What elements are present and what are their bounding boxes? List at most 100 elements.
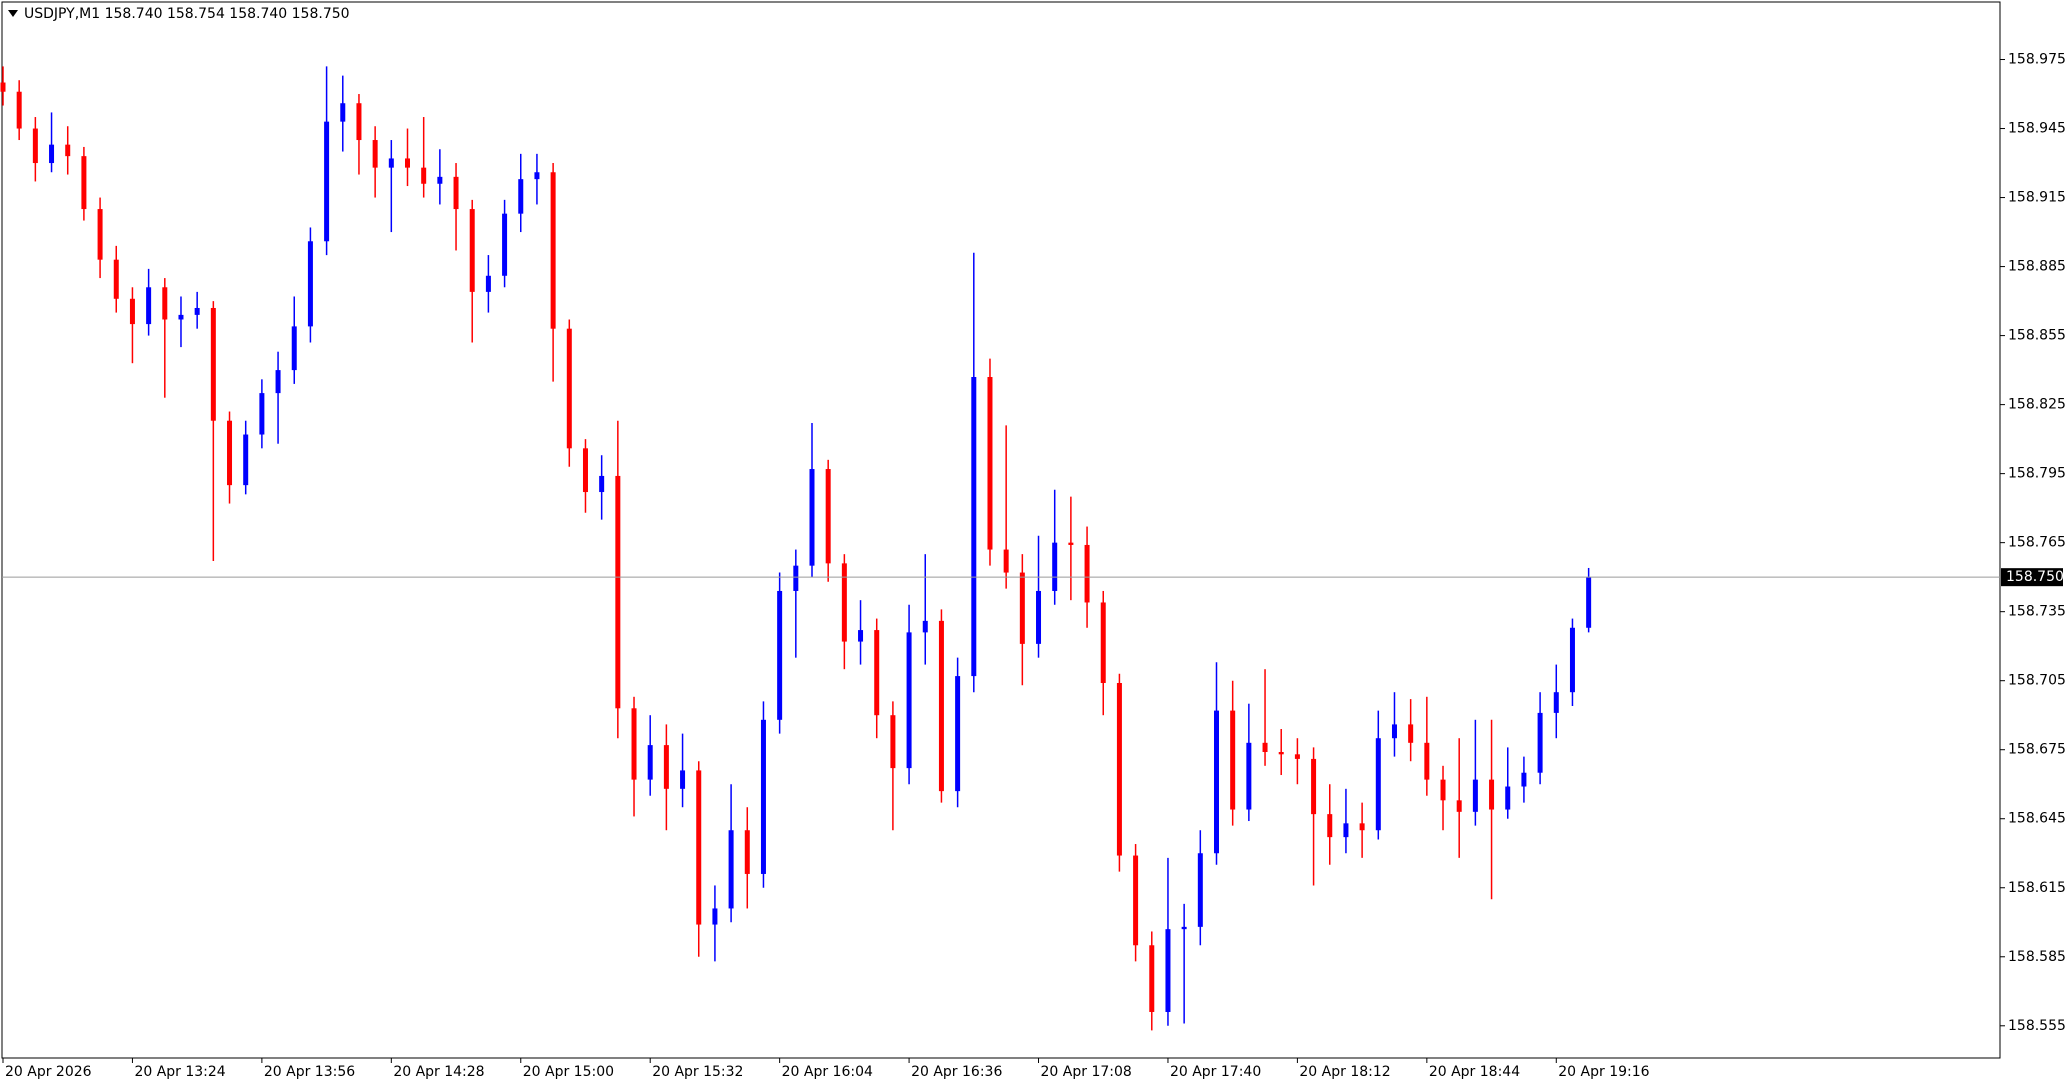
- x-tick-label: 20 Apr 17:08: [1041, 1064, 1132, 1080]
- candle-body: [32, 128, 38, 164]
- candle-body: [97, 209, 103, 260]
- candle-body: [1456, 800, 1462, 812]
- candle-body: [1149, 945, 1155, 1012]
- candle-body: [1116, 682, 1122, 856]
- candle-body: [388, 158, 394, 168]
- candle-body: [744, 830, 750, 874]
- candle-body: [615, 475, 621, 709]
- candle-body: [1181, 926, 1187, 930]
- candle-body: [146, 287, 152, 325]
- candle-body: [955, 676, 961, 792]
- candle-body: [16, 91, 22, 129]
- candle-body: [696, 770, 702, 925]
- candle-body: [1003, 549, 1009, 573]
- y-tick-label: 158.945: [2008, 121, 2065, 137]
- candle-body: [307, 241, 313, 327]
- x-tick-label: 20 Apr 16:36: [911, 1064, 1002, 1080]
- candle-body: [1100, 602, 1106, 683]
- y-tick-label: 158.795: [2008, 466, 2065, 482]
- candle-body: [971, 377, 977, 677]
- candle-body: [1343, 823, 1349, 838]
- candle-body: [841, 563, 847, 642]
- y-tick-label: 158.585: [2008, 949, 2065, 965]
- candle-body: [582, 448, 588, 493]
- candle-body: [356, 103, 362, 141]
- candle-body: [49, 144, 55, 164]
- candle-body: [793, 565, 799, 591]
- candle-body: [874, 630, 880, 716]
- candle-body: [825, 469, 831, 564]
- candle-body: [1472, 779, 1478, 812]
- x-tick-label: 20 Apr 16:04: [782, 1064, 873, 1080]
- candle-body: [1359, 823, 1365, 831]
- candle-body: [550, 172, 556, 329]
- y-tick-label: 158.705: [2008, 673, 2065, 689]
- candle-body: [421, 167, 427, 184]
- menu-arrow[interactable]: [8, 10, 18, 17]
- x-tick-label: 20 Apr 15:32: [652, 1064, 743, 1080]
- candle-body: [259, 393, 265, 435]
- candle-body: [631, 708, 637, 780]
- candle-body: [113, 259, 119, 299]
- candle-body: [1262, 742, 1268, 753]
- candle-body: [1327, 814, 1333, 838]
- candle-body: [760, 719, 766, 874]
- candle-body: [1521, 772, 1527, 787]
- candle-body: [858, 630, 864, 642]
- candle-body: [291, 326, 297, 371]
- y-tick-label: 158.735: [2008, 604, 2065, 620]
- candle-body: [1214, 710, 1219, 854]
- candle-body: [663, 745, 669, 789]
- y-tick-label: 158.825: [2008, 397, 2065, 413]
- candle-body: [680, 770, 686, 789]
- x-tick-label: 20 Apr 17:40: [1170, 1064, 1261, 1080]
- candle-body: [1278, 752, 1284, 755]
- candle-body: [405, 158, 410, 168]
- candle-body: [938, 620, 944, 792]
- candle-body: [1165, 929, 1171, 1012]
- candle-body: [890, 715, 896, 769]
- candle-body: [81, 156, 87, 210]
- candle-body: [1569, 627, 1575, 693]
- candle-body: [922, 620, 928, 633]
- y-tick-label: 158.555: [2008, 1018, 2065, 1034]
- y-tick-label: 158.855: [2008, 328, 2065, 344]
- candle-body: [178, 314, 184, 320]
- candle-body: [906, 632, 912, 769]
- candle-body: [728, 830, 734, 909]
- candle-body: [1036, 590, 1042, 644]
- candle-body: [1505, 786, 1511, 810]
- candle-body: [372, 140, 378, 168]
- y-tick-label: 158.675: [2008, 742, 2065, 758]
- candle-body: [1246, 742, 1252, 810]
- candle-body: [1375, 738, 1381, 831]
- candle-body: [275, 370, 281, 394]
- candle-body: [502, 213, 508, 276]
- candle-body: [1440, 779, 1446, 801]
- candle-body: [227, 420, 233, 486]
- candle-body: [1052, 542, 1058, 591]
- candle-body: [1019, 572, 1025, 644]
- candle-body: [1230, 710, 1236, 810]
- candle-body: [210, 307, 216, 421]
- y-tick-label: 158.765: [2008, 535, 2065, 551]
- y-tick-label: 158.885: [2008, 259, 2065, 275]
- candle-body: [809, 469, 815, 566]
- candle-body: [1553, 692, 1559, 713]
- chart-title: USDJPY,M1 158.740 158.754 158.740 158.75…: [24, 6, 350, 22]
- candle-body: [1197, 853, 1203, 927]
- y-tick-label: 158.915: [2008, 190, 2065, 206]
- x-tick-label: 20 Apr 18:44: [1429, 1064, 1520, 1080]
- candle-body: [1311, 758, 1317, 815]
- x-tick-label: 20 Apr 19:16: [1558, 1064, 1649, 1080]
- candle-body: [324, 121, 330, 242]
- candle-body: [518, 179, 524, 214]
- candle-body: [566, 328, 572, 449]
- x-tick-label: 20 Apr 15:00: [523, 1064, 614, 1080]
- candle-body: [1068, 542, 1074, 545]
- candle-body: [65, 144, 71, 157]
- candle-body: [534, 172, 540, 180]
- candle-body: [1133, 855, 1139, 946]
